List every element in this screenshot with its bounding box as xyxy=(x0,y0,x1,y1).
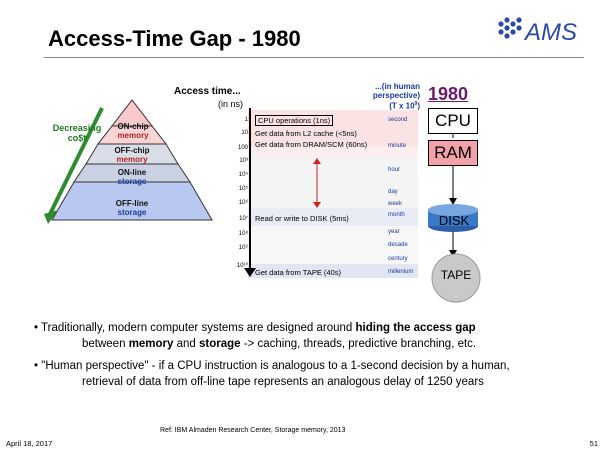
desc-l2-cache: Get data from L2 cache (<5ns) xyxy=(255,129,357,138)
bullet-list: • Traditionally, modern computer systems… xyxy=(28,320,588,396)
desc-cpu-ops: CPU operations (1ns) xyxy=(255,115,334,126)
gap-arrow-icon xyxy=(313,158,321,208)
bullet-human-perspective: • "Human perspective" - if a CPU instruc… xyxy=(34,360,510,388)
slide-date: April 18, 2017 xyxy=(6,439,53,448)
human-second: second xyxy=(388,117,408,123)
desc-disk: Read or write to DISK (5ms) xyxy=(255,214,349,223)
exp-1e7: 10⁷ xyxy=(239,216,248,222)
exp-10: 10 xyxy=(241,130,248,136)
reference-note: Ref: IBM Almaden Research Center, Storag… xyxy=(160,427,346,434)
disk-icon xyxy=(428,204,478,232)
pyramid-level-onchip: ON-chip memory xyxy=(117,122,149,140)
exp-1e5: 10⁵ xyxy=(238,186,248,192)
exp-1e4: 10⁴ xyxy=(238,172,248,178)
exp-1e8: 10⁸ xyxy=(238,231,248,237)
desc-tape: Get data from TAPE (40s) xyxy=(255,268,342,277)
exp-100: 100 xyxy=(237,145,248,151)
human-decade: decade xyxy=(388,242,408,248)
tape-icon xyxy=(431,253,481,303)
exp-1e9: 10⁹ xyxy=(238,245,248,251)
axis-arrow-icon xyxy=(244,268,256,277)
pyramid-level-offline: OFF-line storage xyxy=(115,199,149,217)
band-online xyxy=(248,208,418,226)
desc-dram: Get data from DRAM/SCM (60ns) xyxy=(255,140,368,149)
pyramid-level-offchip: OFF-chip memory xyxy=(114,146,150,164)
human-month: month xyxy=(388,212,405,218)
exp-1e6: 10⁶ xyxy=(238,200,248,206)
logo-mark-icon xyxy=(498,17,522,39)
bullet-access-gap: • Traditionally, modern computer systems… xyxy=(34,322,477,350)
exp-1e3: 10³ xyxy=(239,158,248,164)
year-label: 1980 xyxy=(428,84,469,104)
human-day: day xyxy=(388,189,398,195)
decreasing-cost-label: Decreasing co$t xyxy=(52,123,102,143)
logo-text: AMS xyxy=(523,19,577,46)
page-number: 51 xyxy=(589,439,598,448)
band-gap xyxy=(248,156,418,208)
human-century: century xyxy=(388,256,408,262)
access-time-label: Access time... xyxy=(174,86,241,97)
disk-label: DISK xyxy=(438,213,470,228)
band-l2 xyxy=(248,128,418,146)
pyramid-level-online: ON-line storage xyxy=(117,168,147,186)
ams-logo: AMS xyxy=(495,14,590,50)
band-gap2 xyxy=(248,226,418,266)
human-minute: minute xyxy=(388,143,407,149)
ram-box: RAM xyxy=(428,140,478,166)
cpu-box: CPU xyxy=(428,108,478,134)
band-offchip xyxy=(248,146,418,156)
human-perspective-label: ...(in human perspective) (T x 109) xyxy=(372,82,420,111)
cost-pyramid xyxy=(40,96,225,226)
band-offline xyxy=(248,264,418,278)
tape-label: TAPE xyxy=(440,268,472,282)
human-year: year xyxy=(388,229,400,235)
title-divider xyxy=(44,57,584,58)
exp-1e10: 10¹⁰ xyxy=(236,263,248,269)
exp-1: 1 xyxy=(244,117,248,123)
human-hour: hour xyxy=(388,167,401,173)
access-time-unit: (in ns) xyxy=(218,99,244,109)
time-axis xyxy=(249,108,251,272)
human-millenium: millenium xyxy=(388,269,414,275)
storage-flow-diagram xyxy=(428,134,481,303)
slide-title: Access-Time Gap - 1980 xyxy=(48,26,301,51)
human-week: week xyxy=(388,201,403,207)
